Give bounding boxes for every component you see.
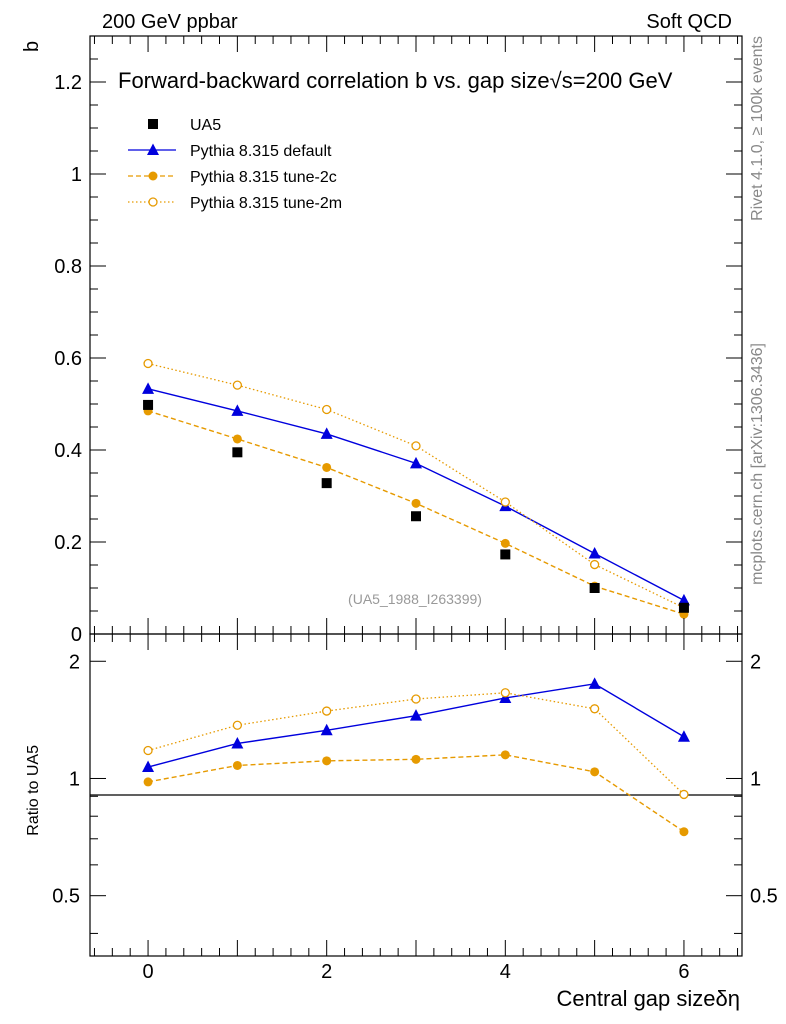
y-tick-label: 1.2 — [54, 72, 82, 94]
tune2m-ratio-point — [143, 745, 153, 756]
tune2c-point — [411, 498, 421, 508]
legend-tune2m-marker — [148, 197, 158, 207]
tune2c-ratio-point — [232, 760, 242, 770]
ua5-point — [232, 447, 243, 458]
x-tick-label: 6 — [678, 961, 689, 983]
legend: UA5 Pythia 8.315 default Pythia 8.315 tu… — [128, 117, 342, 212]
ratio-tick-label-right: 1 — [750, 768, 761, 790]
default-ratio-point — [142, 760, 155, 773]
main-panel-frame — [89, 35, 743, 635]
legend-ua5-label: UA5 — [190, 117, 221, 134]
x-axis-label: Central gap sizeδη — [557, 986, 740, 1011]
default-ratio-point — [588, 677, 601, 689]
legend-tune2c-label: Pythia 8.315 tune-2c — [190, 169, 337, 186]
header-right: Soft QCD — [646, 11, 732, 33]
x-tick-labels: 0 2 4 6 — [142, 961, 689, 983]
reference-label: (UA5_1988_I263399) — [348, 591, 482, 607]
default-point — [410, 456, 422, 469]
chart-title: Forward-backward correlation b vs. gap s… — [118, 68, 673, 93]
ua5-point — [589, 583, 600, 593]
ua5-point — [143, 399, 154, 410]
ratio-axis-ticks: 0.5 0.5 1 1 2 2 — [52, 618, 778, 956]
ua5-point — [678, 602, 689, 613]
tune2c-point — [232, 434, 242, 444]
tune2m-point — [232, 380, 243, 390]
y-tick-label: 0.6 — [54, 348, 82, 370]
legend-default-marker — [147, 143, 159, 155]
tune2m-ratio-point — [589, 704, 600, 714]
default-point — [231, 404, 244, 416]
ua5-point — [411, 511, 421, 522]
ratio-tick-label-left: 1 — [69, 768, 80, 790]
y-axis-label: b — [21, 41, 43, 52]
default-point — [588, 547, 601, 559]
x-tick-label: 0 — [142, 961, 153, 983]
header-left: 200 GeV ppbar — [102, 11, 238, 33]
tune2m-line — [147, 362, 685, 609]
tune2m-ratio-line — [147, 692, 685, 795]
x-tick-label: 2 — [321, 961, 332, 983]
x-tick-label: 4 — [500, 961, 511, 983]
tune2m-point — [411, 441, 421, 451]
ratio-y-axis-label: Ratio to UA5 — [25, 745, 42, 836]
rivet-label: Rivet 4.1.0, ≥ 100k events — [749, 36, 766, 221]
tune2m-ratio-point — [500, 688, 510, 698]
ratio-tick-label-right: 2 — [750, 651, 761, 673]
tune2c-ratio-point — [679, 827, 689, 837]
default-point — [320, 427, 333, 439]
tune2c-ratio-point — [411, 754, 421, 764]
ratio-tick-label-left: 2 — [69, 651, 80, 673]
tune2c-ratio-point — [322, 756, 332, 766]
main-series-layer — [142, 358, 690, 619]
ua5-point — [321, 478, 332, 489]
default-ratio-point — [677, 730, 690, 742]
tune2m-ratio-point — [232, 720, 243, 730]
ratio-series-layer — [142, 677, 690, 837]
default-ratio-point — [231, 736, 244, 749]
default-ratio-point — [320, 723, 333, 736]
ua5-point — [500, 549, 511, 560]
tune2m-ratio-point — [679, 789, 689, 800]
ratio-tick-label-right: 0.5 — [750, 886, 778, 908]
tune2m-point — [589, 559, 600, 570]
legend-tune2m-label: Pythia 8.315 tune-2m — [190, 195, 342, 212]
tune2c-point — [322, 462, 332, 472]
tune2m-point — [500, 497, 510, 507]
legend-default-label: Pythia 8.315 default — [190, 143, 332, 160]
ratio-panel: 0.5 0.5 1 1 2 2 — [52, 618, 778, 957]
tune2m-point — [322, 404, 332, 415]
default-point — [677, 593, 690, 606]
legend-tune2c-marker — [148, 171, 158, 181]
tune2c-ratio-line — [147, 754, 685, 833]
main-panel: 0 0.2 0.4 0.6 0.8 1 1.2 Forward-backward corre… — [54, 35, 743, 646]
tune2c-ratio-point — [590, 767, 600, 777]
y-tick-label: 0.2 — [54, 532, 82, 554]
tune2m-point — [143, 358, 153, 369]
y-tick-label: 1 — [71, 164, 82, 186]
tune2c-ratio-point — [143, 777, 153, 787]
tune2c-point — [500, 538, 510, 548]
mcplots-label: mcplots.cern.ch [arXiv:1306.3436] — [749, 343, 766, 585]
main-axis-ticks: 0 0.2 0.4 0.6 0.8 1 1.2 — [54, 35, 742, 646]
ratio-tick-label-left: 0.5 — [52, 886, 80, 908]
default-ratio-point — [410, 709, 422, 721]
y-tick-label: 0 — [71, 624, 82, 646]
legend-ua5-marker — [148, 119, 158, 129]
y-tick-label: 0.4 — [54, 440, 82, 462]
y-tick-label: 0.8 — [54, 256, 82, 278]
tune2m-ratio-point — [322, 706, 332, 716]
tune2m-ratio-point — [411, 694, 421, 704]
default-point — [142, 382, 155, 394]
tune2c-ratio-point — [500, 750, 510, 760]
